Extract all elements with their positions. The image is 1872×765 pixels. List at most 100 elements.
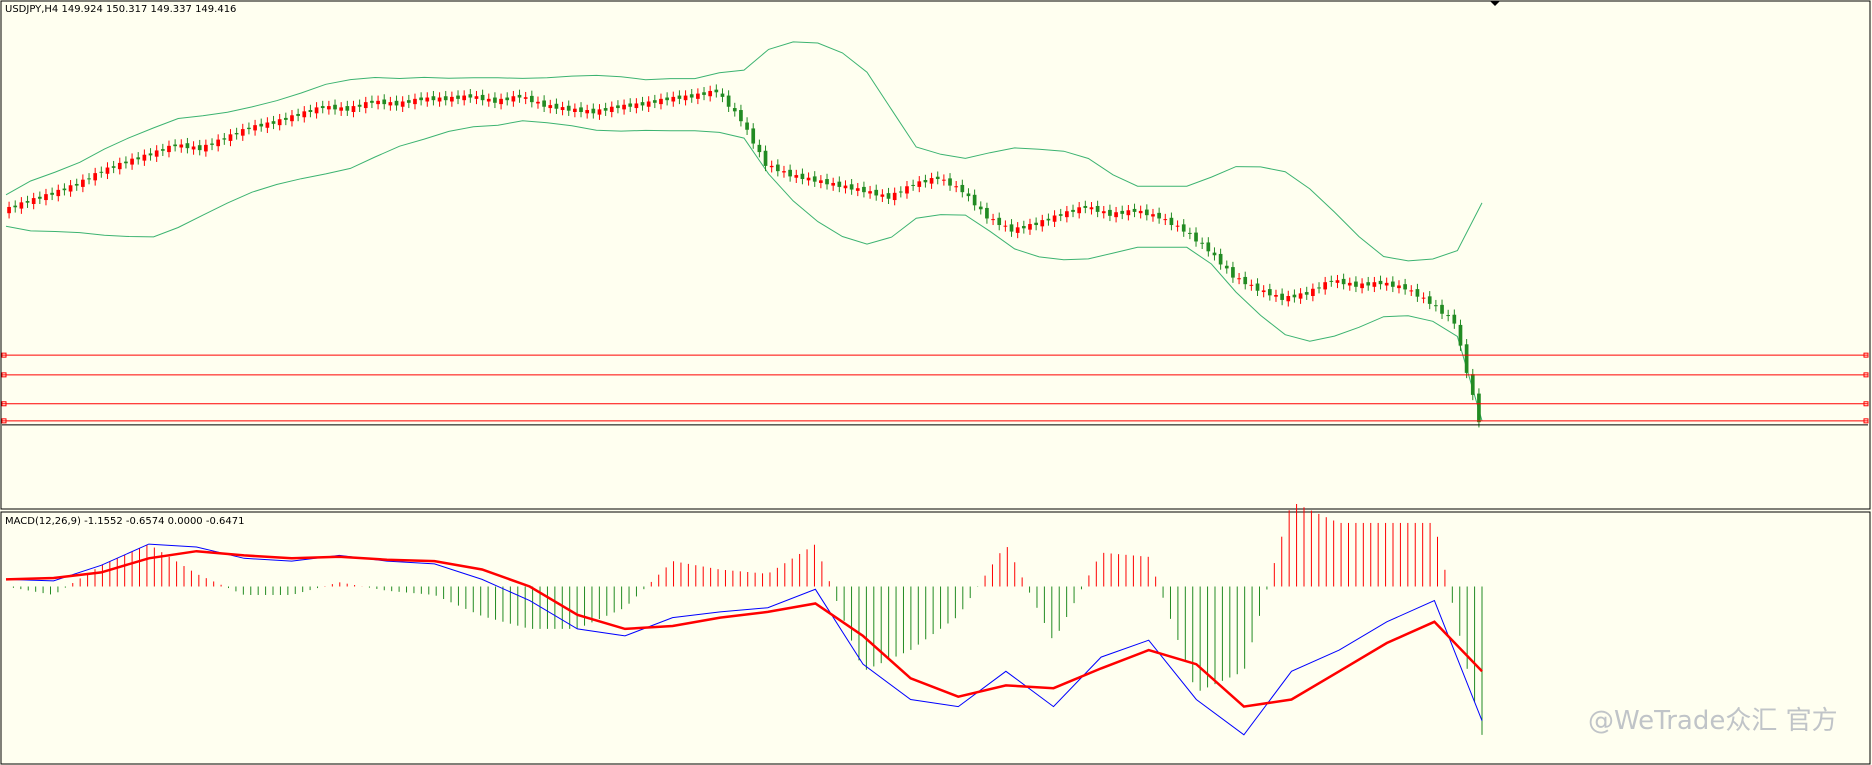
signal-line <box>5 549 1483 708</box>
candle-body <box>849 184 854 190</box>
candle-body <box>517 94 522 98</box>
candle-body <box>1390 281 1395 287</box>
candle-body <box>486 98 491 102</box>
candle-body <box>283 117 288 120</box>
candle-body <box>554 103 559 109</box>
candle-body <box>413 98 417 105</box>
candle-body <box>1163 219 1168 221</box>
candle-body <box>68 185 73 192</box>
candle-body <box>1200 242 1205 244</box>
candle-body <box>1009 224 1014 232</box>
candle-body <box>1378 280 1383 285</box>
candle-body <box>308 110 313 112</box>
candle-body <box>50 192 54 195</box>
candle-body <box>1120 210 1125 214</box>
level-handle-right <box>1863 352 1869 358</box>
candle-body <box>37 196 42 199</box>
candle-body <box>523 97 528 99</box>
candle-body <box>1458 324 1463 346</box>
candle-body <box>1323 282 1328 290</box>
level-handle-right <box>1863 401 1869 407</box>
candle-body <box>44 194 48 201</box>
candle-body <box>1194 232 1198 242</box>
level-handle-right <box>1863 418 1869 424</box>
candle-body <box>1132 208 1137 212</box>
candle-body <box>320 106 325 109</box>
macd-line <box>5 543 1483 736</box>
candle-body <box>1003 225 1008 227</box>
candle-body <box>855 188 860 191</box>
candle-body <box>1421 297 1426 299</box>
candle-body <box>1274 295 1278 297</box>
candle-body <box>634 103 639 109</box>
candle-body <box>1040 220 1045 227</box>
candle-body <box>966 193 971 197</box>
candle-body <box>874 189 879 196</box>
candle-body <box>511 96 516 102</box>
candle-body <box>56 189 61 197</box>
candle-body <box>1403 284 1407 290</box>
candle-body <box>1304 292 1309 295</box>
level-handle-left <box>1 401 7 407</box>
candle-body <box>1464 344 1469 373</box>
candle-body <box>19 202 24 209</box>
candle-body <box>1347 282 1352 286</box>
candle-body <box>456 95 460 99</box>
candle-body <box>179 144 184 148</box>
candle-body <box>1083 205 1088 208</box>
candle-body <box>363 102 368 109</box>
candle-body <box>886 193 891 199</box>
candle-body <box>898 191 903 193</box>
shift-marker-icon[interactable] <box>1490 1 1500 6</box>
candle-body <box>960 184 965 193</box>
candle-body <box>566 105 571 111</box>
candle-body <box>327 106 331 110</box>
candle-body <box>1329 280 1334 282</box>
candle-body <box>1452 314 1457 324</box>
candle-body <box>1440 304 1444 314</box>
candle-body <box>130 158 134 165</box>
candle-body <box>370 100 374 103</box>
candle-body <box>923 180 928 183</box>
candle-body <box>1126 210 1131 216</box>
candle-body <box>825 179 829 185</box>
candle-body <box>1231 267 1235 278</box>
candle-body <box>1267 289 1272 296</box>
candle-body <box>1341 278 1346 285</box>
candle-body <box>689 94 694 98</box>
candle-body <box>726 95 731 107</box>
candle-body <box>732 108 737 112</box>
candle-body <box>745 122 749 130</box>
macd-info-label: MACD(12,26,9) -1.1552 -0.6574 0.0000 -0.… <box>5 516 244 527</box>
candle-body <box>185 143 190 149</box>
candle-body <box>1188 232 1192 234</box>
level-handle-right <box>1863 372 1869 378</box>
candle-body <box>400 101 405 107</box>
candle-body <box>892 192 897 201</box>
candle-body <box>751 128 756 144</box>
candle-body <box>1335 280 1340 283</box>
candle-body <box>148 153 153 156</box>
candle-body <box>696 93 700 99</box>
candle-body <box>81 179 85 187</box>
candle-body <box>1034 222 1038 226</box>
horizontal-levels[interactable] <box>1 352 1869 426</box>
candle-body <box>1021 226 1026 229</box>
candle-body <box>462 95 467 101</box>
candle-body <box>1065 211 1069 218</box>
candle-body <box>985 207 989 219</box>
candle-body <box>831 182 836 186</box>
candle-body <box>228 134 233 141</box>
candle-body <box>142 154 147 161</box>
bollinger-upper-band <box>5 41 1483 262</box>
candle-body <box>536 101 540 104</box>
candle-body <box>167 145 171 153</box>
candle-body <box>111 166 116 168</box>
candle-body <box>296 113 300 116</box>
candle-body <box>1015 227 1020 233</box>
candle-body <box>1470 374 1475 395</box>
candle-body <box>991 219 995 221</box>
candle-body <box>1095 205 1100 212</box>
